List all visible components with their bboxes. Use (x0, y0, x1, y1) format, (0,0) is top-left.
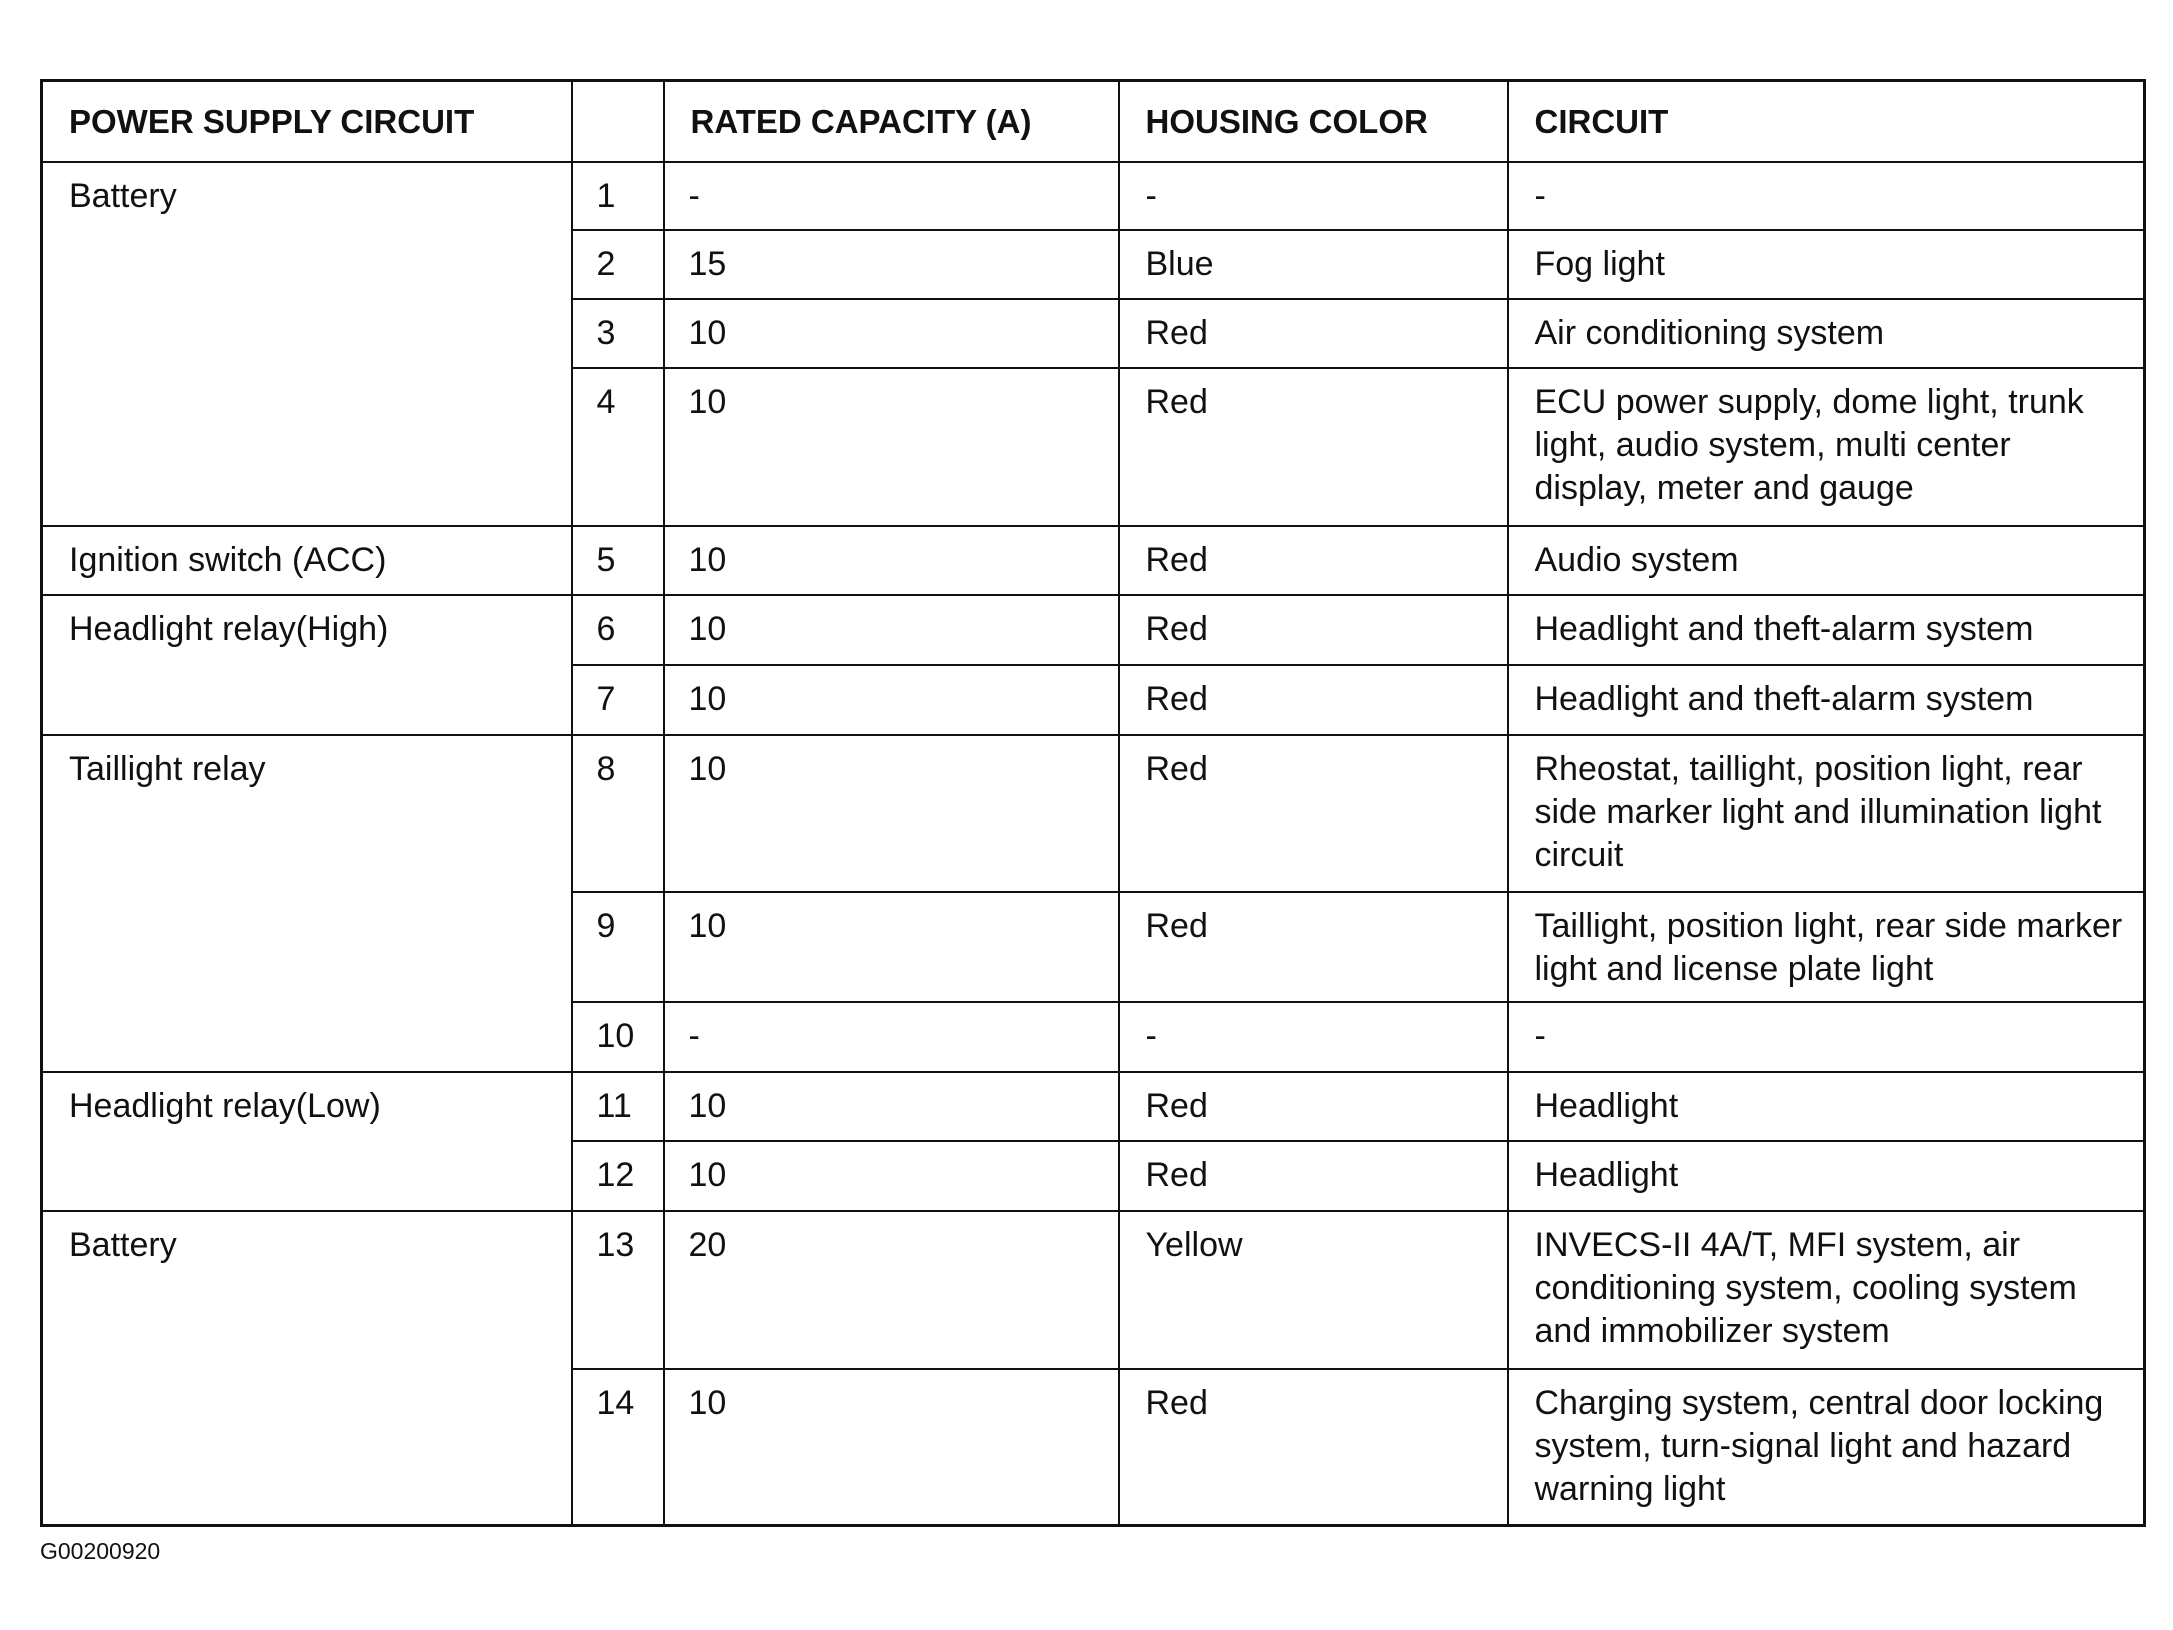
housing-color-cell: Red (1117, 663, 1509, 736)
rated-capacity-cell: 10 (662, 733, 1120, 893)
rated-capacity-cell: 10 (662, 1070, 1120, 1142)
table-row: Headlight relay(Low) 11 10 Red Headlight (40, 1070, 2146, 1212)
fuse-number-cell: 4 (570, 366, 665, 527)
circuit-cell: Rheostat, taillight, position light, rea… (1506, 733, 2146, 893)
power-supply-cell: Headlight relay(Low) (40, 1070, 573, 1212)
fuse-number-cell: 10 (570, 1000, 665, 1073)
fuse-number-cell: 8 (570, 733, 665, 893)
table-row: 12 10 Red Headlight (42, 1139, 2146, 1212)
circuit-cell: Headlight and theft-alarm system (1506, 663, 2146, 736)
header-number (570, 79, 665, 163)
housing-color-cell: Red (1117, 366, 1509, 527)
circuit-cell: Taillight, position light, rear side mar… (1506, 890, 2146, 1003)
circuit-cell: Charging system, central door locking sy… (1506, 1367, 2146, 1527)
housing-color-cell: - (1117, 160, 1509, 231)
table-row: Battery 1- - - (40, 160, 2146, 527)
rated-capacity-cell: 15 (662, 228, 1120, 300)
power-supply-cell: Battery (40, 1209, 573, 1527)
power-supply-cell: Taillight relay (40, 733, 573, 1073)
table-row: 4 10 Red ECU power supply, dome light, trun… (42, 366, 2146, 527)
circuit-cell: INVECS-II 4A/T, MFI system, air conditio… (1506, 1209, 2146, 1370)
rated-capacity-cell: 20 (662, 1209, 1120, 1370)
fuse-number-cell: 14 (570, 1367, 665, 1527)
fuse-number-cell: 9 (570, 890, 665, 1003)
housing-color-cell: Red (1117, 297, 1509, 369)
circuit-cell: Fog light (1506, 228, 2146, 300)
rated-capacity-cell: 10 (662, 1367, 1120, 1527)
housing-color-cell: Red (1117, 1139, 1509, 1212)
table-row: Battery 13 20 Yellow INVECS-II 4A/T, MFI sys… (40, 1209, 2146, 1527)
rated-capacity-cell: - (662, 160, 1120, 231)
header-circuit: CIRCUIT (1506, 79, 2146, 163)
header-power-supply: POWER SUPPLY CIRCUIT (40, 79, 573, 163)
fuse-number-cell: 11 (570, 1070, 665, 1142)
power-supply-cell: Headlight relay(High) (40, 593, 573, 736)
rated-capacity-cell: 10 (662, 297, 1120, 369)
circuit-cell: Air conditioning system (1506, 297, 2146, 369)
circuit-cell: Headlight (1506, 1139, 2146, 1212)
housing-color-cell: Red (1117, 524, 1509, 596)
table-row: 3 10 Red Air conditioning system (42, 297, 2146, 369)
fuse-number-cell: 12 (570, 1139, 665, 1212)
fuse-number-cell: 6 (570, 593, 665, 666)
housing-color-cell: Blue (1117, 228, 1509, 300)
table-row: 2 15 Blue Fog light (42, 228, 2146, 300)
circuit-cell: Headlight (1506, 1070, 2146, 1142)
circuit-cell: - (1506, 1000, 2146, 1073)
fuse-number-cell: 7 (570, 663, 665, 736)
table-row: 10- - - (42, 1000, 2146, 1073)
table-row: Ignition switch (ACC) 5 10 Red Audio system (40, 524, 2146, 596)
rated-capacity-cell: 10 (662, 593, 1120, 666)
fuse-number-cell: 1 (570, 160, 665, 231)
fuse-number-cell: 5 (570, 524, 665, 596)
rated-capacity-cell: 10 (662, 524, 1120, 596)
fuse-number-cell: 13 (570, 1209, 665, 1370)
rated-capacity-cell: - (662, 1000, 1120, 1073)
power-supply-cell: Battery (40, 160, 573, 527)
housing-color-cell: - (1117, 1000, 1509, 1073)
housing-color-cell: Red (1117, 593, 1509, 666)
rated-capacity-cell: 10 (662, 366, 1120, 527)
rated-capacity-cell: 10 (662, 890, 1120, 1003)
circuit-cell: Headlight and theft-alarm system (1506, 593, 2146, 666)
circuit-cell: Audio system (1506, 524, 2146, 596)
fuse-number-cell: 3 (570, 297, 665, 369)
power-supply-cell: Ignition switch (ACC) (40, 524, 573, 596)
table-row: 9 10 Red Taillight, position light, rear si… (42, 890, 2146, 1003)
header-housing-color: HOUSING COLOR (1117, 79, 1509, 163)
header-rated-capacity: RATED CAPACITY (A) (662, 79, 1120, 163)
rated-capacity-cell: 10 (662, 1139, 1120, 1212)
rated-capacity-cell: 10 (662, 663, 1120, 736)
table-row: Taillight relay 8 10 Red Rheostat, taillight… (40, 733, 2146, 1073)
circuit-cell: - (1506, 160, 2146, 231)
circuit-cell: ECU power supply, dome light, trunk ligh… (1506, 366, 2146, 527)
table-row: 14 10 Red Charging system, central door loc… (42, 1367, 2146, 1527)
table-row: Headlight relay(High) 6 10 Red Headlight and… (40, 593, 2146, 736)
housing-color-cell: Yellow (1117, 1209, 1509, 1370)
housing-color-cell: Red (1117, 1070, 1509, 1142)
header-row: POWER SUPPLY CIRCUIT RATED CAPACITY (A) … (40, 79, 2146, 163)
housing-color-cell: Red (1117, 1367, 1509, 1527)
fuse-table: POWER SUPPLY CIRCUIT RATED CAPACITY (A) … (40, 79, 2146, 1527)
housing-color-cell: Red (1117, 890, 1509, 1003)
table-row: 7 10 Red Headlight and theft-alarm system (42, 663, 2146, 736)
housing-color-cell: Red (1117, 733, 1509, 893)
figure-code: G00200920 (40, 1538, 161, 1564)
fuse-number-cell: 2 (570, 228, 665, 300)
